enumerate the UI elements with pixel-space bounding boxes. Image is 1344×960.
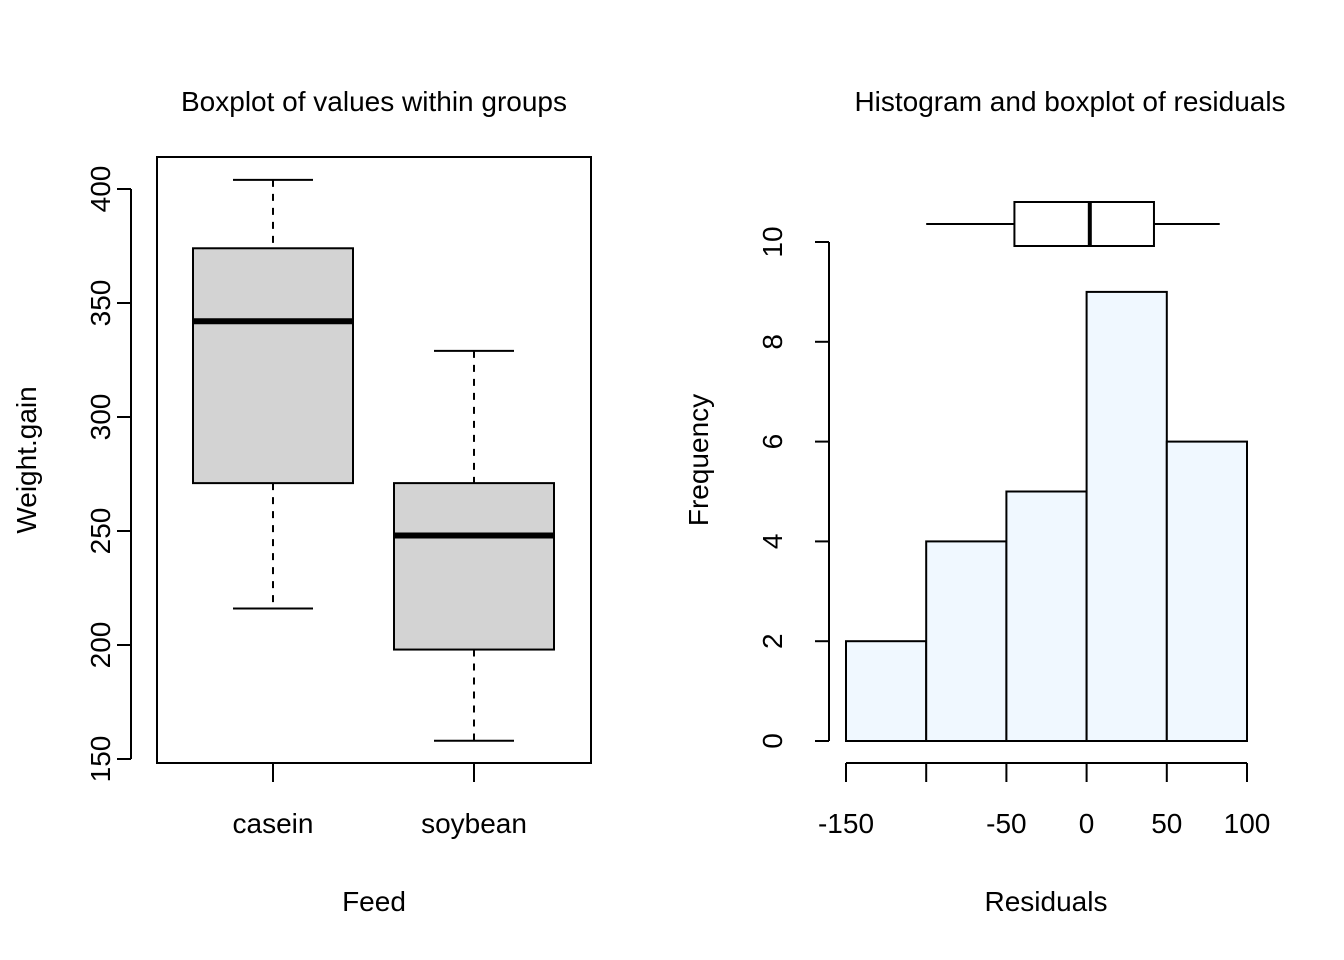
boxplot-y-label: Weight.gain: [11, 386, 42, 533]
y-tick-label: 10: [757, 226, 788, 257]
y-tick-label: 8: [757, 334, 788, 350]
box-soybean: [393, 349, 555, 742]
histogram-title: Histogram and boxplot of residuals: [854, 86, 1285, 117]
residual-box-iqr: [1013, 201, 1155, 247]
boxplot-boxes: [192, 178, 555, 742]
y-tick-label: 0: [757, 733, 788, 749]
y-tick-label: 250: [85, 508, 116, 555]
boxplot-y-axis: 150 200 250 300 350 400: [85, 166, 132, 783]
histogram-y-label: Frequency: [683, 394, 714, 526]
x-tick-label: soybean: [421, 808, 527, 839]
box-casein: [192, 178, 354, 610]
x-tick-label: -150: [818, 808, 874, 839]
x-tick-label: 50: [1151, 808, 1182, 839]
y-tick-label: 350: [85, 280, 116, 327]
y-tick-label: 300: [85, 394, 116, 441]
y-tick-label: 200: [85, 622, 116, 669]
boxplot-x-label: Feed: [342, 886, 406, 917]
boxplot-panel: Boxplot of values within groups 150 200 25…: [11, 86, 592, 917]
residual-boxplot: [926, 201, 1220, 247]
histogram-x-axis: -150 -50 0 50 100: [818, 762, 1271, 839]
histogram-bars: [845, 290, 1249, 743]
x-tick-label: 100: [1224, 808, 1271, 839]
x-tick-label: 0: [1079, 808, 1095, 839]
y-tick-label: 2: [757, 633, 788, 649]
y-tick-label: 150: [85, 736, 116, 783]
histogram-x-label: Residuals: [985, 886, 1108, 917]
box-iqr: [393, 482, 555, 651]
x-tick-label: -50: [986, 808, 1026, 839]
y-tick-label: 6: [757, 434, 788, 450]
histogram-bar: [925, 540, 1008, 743]
histogram-bar: [845, 640, 928, 743]
histogram-bar: [1165, 440, 1249, 742]
boxplot-title: Boxplot of values within groups: [181, 86, 567, 117]
histogram-y-axis: 0 2 4 6 8 10: [757, 226, 830, 749]
y-tick-label: 400: [85, 166, 116, 213]
x-tick-label: casein: [233, 808, 314, 839]
boxplot-x-axis: casein soybean: [233, 762, 527, 839]
histogram-panel: Histogram and boxplot of residuals 0 2 4 6 8…: [683, 86, 1286, 917]
box-iqr: [192, 247, 354, 485]
histogram-bar: [1085, 290, 1168, 742]
y-tick-label: 4: [757, 534, 788, 550]
histogram-bar: [1005, 490, 1088, 742]
